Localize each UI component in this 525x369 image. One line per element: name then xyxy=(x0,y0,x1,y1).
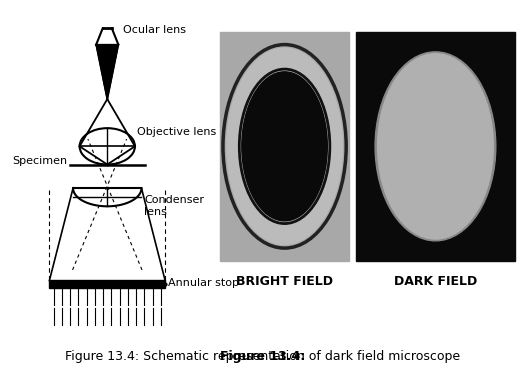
Bar xyxy=(220,32,349,261)
Ellipse shape xyxy=(242,72,327,221)
Text: Objective lens: Objective lens xyxy=(138,127,217,137)
Text: Figure 13.4:: Figure 13.4: xyxy=(220,351,305,363)
Ellipse shape xyxy=(377,54,493,239)
Text: BRIGHT FIELD: BRIGHT FIELD xyxy=(236,275,333,288)
Bar xyxy=(356,32,514,261)
Text: Condenser
lens: Condenser lens xyxy=(144,196,204,217)
Text: Figure 13.4: Schematic representation of dark field microscope: Figure 13.4: Schematic representation of… xyxy=(65,351,460,363)
Text: Specimen: Specimen xyxy=(12,156,67,166)
Text: DARK FIELD: DARK FIELD xyxy=(394,275,477,288)
Text: Ocular lens: Ocular lens xyxy=(123,25,186,35)
Ellipse shape xyxy=(227,48,342,245)
Polygon shape xyxy=(96,45,118,99)
Bar xyxy=(49,280,165,289)
Text: Annular stop: Annular stop xyxy=(167,277,239,287)
Ellipse shape xyxy=(375,52,496,241)
